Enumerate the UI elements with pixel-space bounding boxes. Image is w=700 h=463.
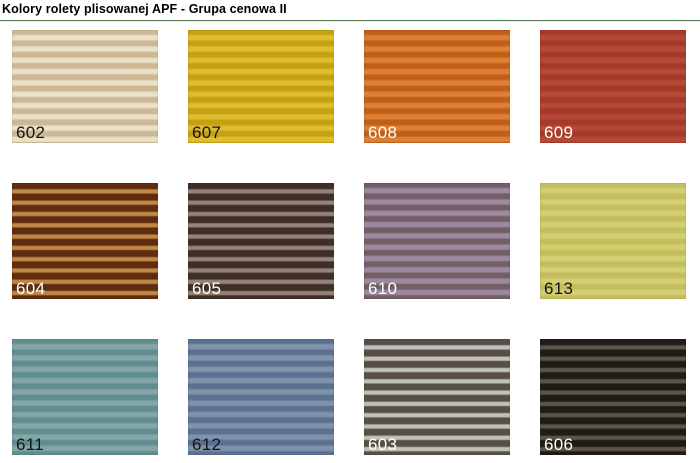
swatch-tile-610[interactable]: 610 bbox=[364, 183, 510, 299]
swatch-label: 603 bbox=[368, 435, 398, 454]
swatch-label: 607 bbox=[192, 123, 222, 142]
swatch-tile-613[interactable]: 613 bbox=[540, 183, 686, 299]
swatch-tile-604[interactable]: 604 bbox=[12, 183, 158, 299]
swatch-label: 605 bbox=[192, 279, 222, 298]
swatch-label: 604 bbox=[16, 279, 46, 298]
swatch-tile-607[interactable]: 607 bbox=[188, 30, 334, 143]
swatch-label: 606 bbox=[544, 435, 574, 454]
swatch-label: 609 bbox=[544, 123, 574, 142]
swatch-label: 608 bbox=[368, 123, 398, 142]
swatch-label: 611 bbox=[16, 435, 45, 454]
swatch-tile-602[interactable]: 602 bbox=[12, 30, 158, 143]
swatch-tile-612[interactable]: 612 bbox=[188, 339, 334, 455]
swatch-label: 610 bbox=[368, 279, 398, 298]
swatch-tile-606[interactable]: 606 bbox=[540, 339, 686, 455]
title-divider bbox=[0, 20, 700, 22]
swatch-grid: 602 607 608 609 604 605 610 613 611 612 … bbox=[12, 30, 686, 455]
swatch-label: 613 bbox=[544, 279, 574, 298]
swatch-label: 612 bbox=[192, 435, 222, 454]
swatch-tile-605[interactable]: 605 bbox=[188, 183, 334, 299]
swatch-tile-609[interactable]: 609 bbox=[540, 30, 686, 143]
swatch-label: 602 bbox=[16, 123, 46, 142]
swatch-tile-608[interactable]: 608 bbox=[364, 30, 510, 143]
swatch-tile-603[interactable]: 603 bbox=[364, 339, 510, 455]
page-title: Kolory rolety plisowanej APF - Grupa cen… bbox=[2, 2, 287, 16]
swatch-tile-611[interactable]: 611 bbox=[12, 339, 158, 455]
